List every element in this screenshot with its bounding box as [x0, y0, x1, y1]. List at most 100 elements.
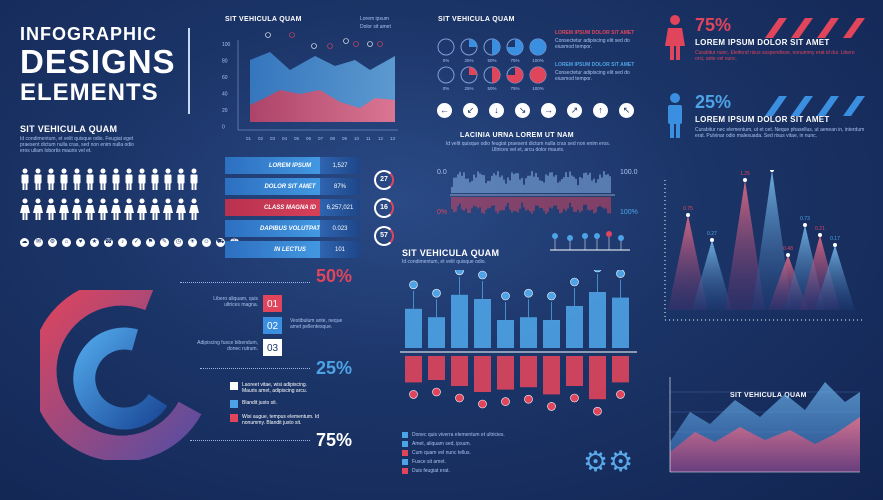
pin-bar-up: [589, 292, 606, 348]
phone-icon[interactable]: ☎: [104, 238, 113, 247]
arrow-button[interactable]: ↙: [463, 103, 478, 118]
arrow-button[interactable]: →: [541, 103, 556, 118]
sun-icon[interactable]: ☀: [188, 238, 197, 247]
pie-legend-red: LOREM IPSUM DOLOR SIT AMET: [555, 30, 635, 36]
pie-mini: 25%: [460, 66, 478, 91]
pin-legend-text: Cum quam vel nunc tellus.: [412, 450, 471, 456]
female-title: LOREM IPSUM DOLOR SIT AMET: [695, 38, 830, 47]
peak-shape: [815, 245, 855, 310]
pie-mini: 50%: [483, 38, 501, 63]
woman-icon: [150, 198, 160, 220]
man-icon: [33, 168, 43, 190]
time-icon[interactable]: ◷: [174, 238, 183, 247]
arrow-button[interactable]: ↑: [593, 103, 608, 118]
flag-icon[interactable]: ⚑: [146, 238, 155, 247]
woman-icon: [85, 198, 95, 220]
title-block: INFOGRAPHIC DESIGNS ELEMENTS: [20, 24, 192, 116]
arrow-row: ← ↙ ↓ ↘ → ↗ ↑ ↖: [437, 103, 634, 118]
pin-legend-swatch: [402, 441, 408, 447]
donut-line-2: [200, 368, 310, 369]
svg-text:0%: 0%: [443, 58, 450, 63]
peak-label: 0.73: [800, 216, 810, 222]
pin-legend-item: Donec quis viverra elementum et ultricie…: [402, 432, 505, 438]
cart-icon[interactable]: ⛟: [216, 238, 225, 247]
x-tick-label: 02: [258, 136, 264, 141]
pin-line: [550, 231, 630, 251]
man-icon: [163, 168, 173, 190]
bar-row-value: 1,527: [320, 157, 360, 174]
woman-icon: [33, 198, 43, 220]
y-tick-label: 0: [222, 125, 225, 131]
cloud-icon[interactable]: ☁: [20, 238, 29, 247]
x-tick-label: 01: [246, 136, 252, 141]
wave-right-top: 100.0: [620, 169, 638, 176]
x-tick-label: 08: [330, 136, 336, 141]
svg-text:100%: 100%: [532, 86, 544, 91]
svg-text:50%: 50%: [487, 58, 496, 63]
pin-legend-text: Amet, aliquam sed, ipsum.: [412, 441, 471, 447]
donut-pct-1: 50%: [316, 266, 353, 286]
pie-mini: 0%: [437, 66, 455, 91]
pin-bar-up: [520, 317, 537, 348]
area-top-legend-2: Dolor sit amet: [360, 24, 391, 30]
peak-label: 1.25: [740, 171, 750, 177]
wave-left-top: 0.0: [437, 169, 447, 176]
donut-item-3-text: Adipiscing fusce bibendum, donec rutrum.: [197, 340, 258, 352]
wave-heading: LACINIA URNA LOREM UT NAM: [460, 132, 574, 139]
people-heading: SIT VEHICULA QUAM: [20, 124, 118, 134]
pie-heading: SIT VEHICULA QUAM: [438, 16, 515, 23]
woman-icon: [137, 198, 147, 220]
x-tick-label: 07: [318, 136, 324, 141]
wave-text: Id velit quisque odio feugiat praesent d…: [445, 141, 611, 153]
female-icon: [665, 15, 685, 60]
pin-bar-down: [474, 356, 491, 392]
arrow-button[interactable]: ↓: [489, 103, 504, 118]
donut-num-3: 03: [263, 339, 282, 356]
pencil-icon[interactable]: ✎: [160, 238, 169, 247]
area-chart-bottom: [669, 377, 860, 473]
peak-shape: [725, 180, 765, 310]
arrow-button[interactable]: ↗: [567, 103, 582, 118]
pin-legend-swatch: [402, 432, 408, 438]
legend-swatch-white: [230, 382, 238, 390]
male-title: LOREM IPSUM DOLOR SIT AMET: [695, 115, 830, 124]
smile-icon[interactable]: ☺: [202, 238, 211, 247]
x-tick-label: 06: [306, 136, 312, 141]
y-tick-label: 60: [222, 75, 228, 81]
home-icon[interactable]: ⌂: [62, 238, 71, 247]
pin-text: Id condimentum, et velit quisque odio.: [402, 259, 486, 265]
pin-heading: SIT VEHICULA QUAM: [402, 248, 500, 258]
title-line3: ELEMENTS: [20, 79, 159, 106]
x-tick-label: 10: [354, 136, 360, 141]
donut-pct-3: 75%: [316, 430, 353, 450]
star-icon[interactable]: ★: [90, 238, 99, 247]
female-text: Curabitur nunc. Eleifend risus suspendis…: [695, 50, 855, 62]
pie-mini: 75%: [506, 38, 524, 63]
peak-label: 0.27: [707, 231, 717, 237]
gear-icon[interactable]: ⚙: [48, 238, 57, 247]
title-divider: [188, 28, 190, 114]
pie-legend-blue: LOREM IPSUM DOLOR SIT AMET: [555, 62, 635, 68]
woman-icon: [111, 198, 121, 220]
arrow-button[interactable]: ↖: [619, 103, 634, 118]
man-icon: [72, 168, 82, 190]
pie-legend-text-1: Consectetur adipiscing elit sed do eiusm…: [555, 38, 630, 50]
mail-icon[interactable]: ✉: [34, 238, 43, 247]
music-icon[interactable]: ♪: [118, 238, 127, 247]
pin-bar-down: [520, 356, 537, 388]
arrow-button[interactable]: ←: [437, 103, 452, 118]
donut-chart: [40, 290, 202, 460]
x-tick-label: 03: [270, 136, 276, 141]
pin-bar-up: [428, 317, 445, 348]
check-icon[interactable]: ✓: [132, 238, 141, 247]
pin-bar-down: [405, 356, 422, 383]
gears-icon: ⚙⚙: [583, 446, 634, 477]
woman-icon: [46, 198, 56, 220]
heart-icon[interactable]: ♥: [76, 238, 85, 247]
bar-row-value: 0.023: [320, 220, 360, 237]
arrow-button[interactable]: ↘: [515, 103, 530, 118]
x-tick-label: 09: [342, 136, 348, 141]
wave-right-bottom: 100%: [620, 209, 638, 216]
peak-shape: [692, 240, 732, 310]
man-icon: [98, 168, 108, 190]
